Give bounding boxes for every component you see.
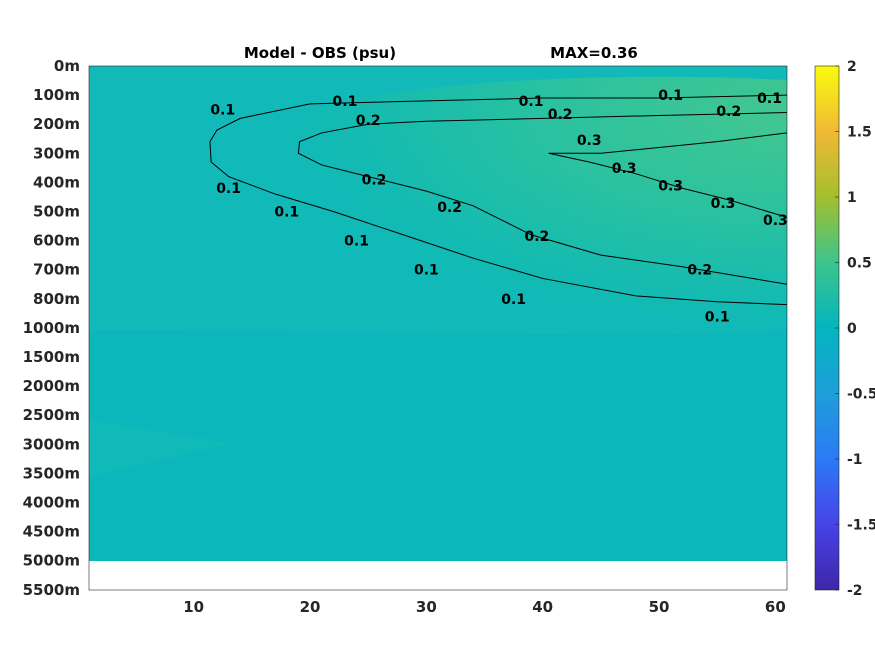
colorbar: 2 1.5 1 0.5 0 -0.5 -1 -1.5 -2 bbox=[814, 59, 875, 599]
contour-label: 0.2 bbox=[362, 172, 387, 188]
contour-label: 0.3 bbox=[658, 178, 683, 194]
x-tick-label: 20 bbox=[300, 598, 321, 616]
colorbar-tick-label: -1 bbox=[847, 452, 863, 468]
plot-area: 0.10.1 0.1 0.1 0.10.10.10.10.10.10.10.2 0.2 0… bbox=[88, 65, 788, 591]
y-tick-label: 4000m bbox=[23, 494, 80, 512]
contour-label: 0.1 bbox=[274, 205, 299, 221]
y-tick-label: 1000m bbox=[23, 319, 80, 337]
colorbar-tick-label: -0.5 bbox=[847, 387, 875, 403]
colorbar-tick-labels: 2 1.5 1 0.5 0 -0.5 -1 -1.5 -2 bbox=[835, 59, 875, 599]
x-tick-label: 10 bbox=[183, 598, 204, 616]
y-tick-label: 1500m bbox=[23, 348, 80, 366]
y-tick-label: 3500m bbox=[23, 464, 80, 482]
contour-label: 0.1 bbox=[216, 181, 241, 197]
y-tick-label: 3000m bbox=[23, 435, 80, 453]
y-tick-label: 2500m bbox=[23, 406, 80, 424]
y-tick-label: 700m bbox=[33, 261, 80, 279]
y-tick-label: 4500m bbox=[23, 523, 80, 541]
contour-label: 0.1 bbox=[210, 103, 235, 119]
y-tick-label: 100m bbox=[33, 86, 80, 104]
contour-line-0-3 bbox=[548, 132, 787, 218]
x-tick-label: 60 bbox=[765, 598, 786, 616]
x-axis-tick-labels: 10 20 30 40 50 60 bbox=[183, 598, 786, 616]
y-tick-label: 600m bbox=[33, 232, 80, 250]
y-tick-label: 800m bbox=[33, 290, 80, 308]
contour-label: 0.1 bbox=[658, 88, 683, 104]
contour-label: 0.1 bbox=[705, 309, 730, 325]
plot-frame bbox=[88, 65, 788, 591]
y-tick-label: 200m bbox=[33, 115, 80, 133]
contour-label: 0.1 bbox=[501, 292, 526, 308]
contour-labels: 0.10.1 0.1 0.1 0.10.10.10.10.10.10.10.2 0.2 0… bbox=[210, 88, 787, 325]
contour-label: 0.2 bbox=[548, 107, 573, 123]
y-tick-label: 400m bbox=[33, 173, 80, 191]
y-tick-label: 2000m bbox=[23, 377, 80, 395]
contour-label: 0.2 bbox=[687, 263, 712, 279]
contour-label: 0.1 bbox=[333, 94, 358, 110]
contour-label: 0.3 bbox=[612, 161, 637, 177]
x-tick-label: 30 bbox=[416, 598, 437, 616]
contour-lines bbox=[209, 94, 787, 306]
contour-label: 0.3 bbox=[577, 133, 602, 149]
y-tick-label: 500m bbox=[33, 203, 80, 221]
y-tick-label: 5500m bbox=[23, 581, 80, 599]
contour-line-0-1 bbox=[209, 94, 787, 306]
chart-title: Model - OBS (psu) bbox=[244, 44, 396, 62]
x-tick-label: 40 bbox=[532, 598, 553, 616]
contour-label: 0.1 bbox=[344, 234, 369, 250]
y-tick-label: 300m bbox=[33, 144, 80, 162]
contour-label: 0.3 bbox=[711, 196, 736, 212]
y-tick-label: 5000m bbox=[23, 552, 80, 570]
contour-label: 0.1 bbox=[414, 263, 439, 279]
contour-label: 0.2 bbox=[524, 229, 549, 245]
contour-label: 0.1 bbox=[757, 91, 782, 107]
colorbar-tick-label: 2 bbox=[847, 59, 857, 75]
colorbar-tick-label: 0.5 bbox=[847, 256, 872, 272]
colorbar-tick-label: 0 bbox=[847, 321, 857, 337]
colorbar-tick-label: -1.5 bbox=[847, 518, 875, 534]
contour-label: 0.2 bbox=[437, 200, 462, 216]
contour-label: 0.1 bbox=[519, 94, 544, 110]
y-tick-label: 0m bbox=[54, 57, 80, 75]
contour-label: 0.2 bbox=[356, 113, 381, 129]
contour-label: 0.3 bbox=[763, 213, 788, 229]
contour-label: 0.2 bbox=[716, 104, 741, 120]
colorbar-tick-label: 1 bbox=[847, 190, 857, 206]
positive-anomaly-region bbox=[210, 76, 787, 325]
contour-line-0-2 bbox=[297, 112, 787, 285]
deep-anomaly-wedge bbox=[89, 420, 230, 475]
max-annotation: MAX=0.36 bbox=[550, 44, 638, 62]
x-tick-label: 50 bbox=[649, 598, 670, 616]
colorbar-tick-label: 1.5 bbox=[847, 125, 872, 141]
y-axis-tick-labels: 0m 100m 200m 300m 400m 500m 600m 700m 800m 1000m 1… bbox=[23, 57, 80, 599]
colorbar-tick-label: -2 bbox=[847, 583, 863, 599]
